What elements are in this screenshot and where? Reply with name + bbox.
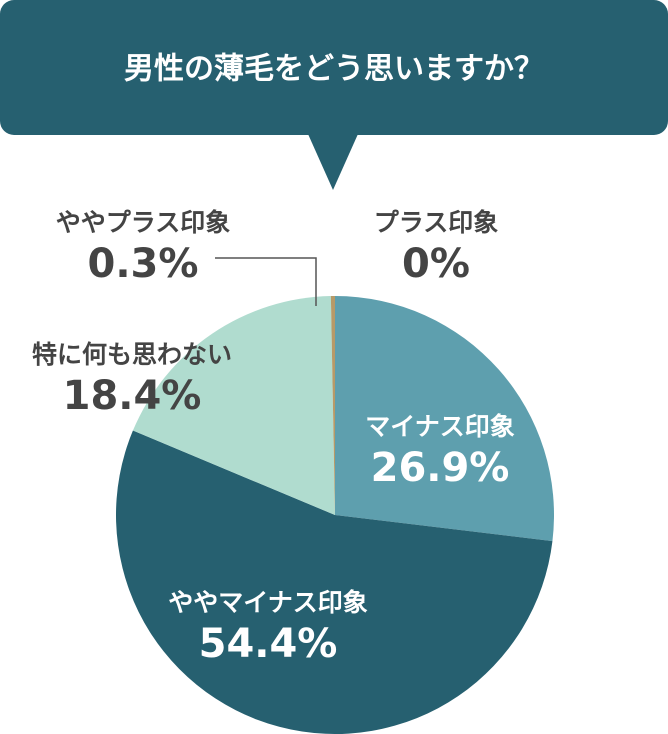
- title-bubble: [0, 0, 668, 135]
- slice-label: 特に何も思わない: [32, 340, 232, 369]
- pie-slice: [132, 296, 335, 515]
- slice-value: 0%: [402, 241, 470, 287]
- chart-title: 男性の薄毛をどう思いますか？: [124, 52, 544, 87]
- pie-slice: [116, 430, 553, 734]
- pie-slice: [335, 296, 554, 542]
- slice-value: 26.9%: [371, 445, 510, 491]
- slice-label: プラス印象: [374, 208, 499, 237]
- leader-line: [215, 257, 317, 306]
- slice-label: ややプラス印象: [56, 208, 231, 237]
- pie-slice: [330, 296, 335, 515]
- slice-value: 0.3%: [88, 241, 199, 287]
- slice-value: 54.4%: [199, 621, 338, 667]
- slice-label: マイナス印象: [365, 412, 515, 441]
- slice-value: 18.4%: [63, 373, 202, 419]
- slice-label: ややマイナス印象: [168, 588, 368, 617]
- bubble-pointer: [308, 134, 358, 190]
